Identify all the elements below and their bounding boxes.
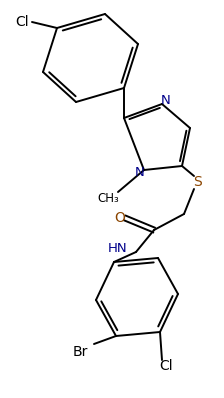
Text: Cl: Cl — [15, 15, 29, 29]
Text: Cl: Cl — [159, 359, 173, 373]
Text: CH₃: CH₃ — [97, 191, 119, 205]
Text: N: N — [135, 166, 145, 179]
Text: N: N — [161, 94, 171, 107]
Text: HN: HN — [108, 242, 128, 254]
Text: O: O — [114, 211, 125, 225]
Text: S: S — [194, 175, 202, 189]
Text: Br: Br — [72, 345, 88, 359]
